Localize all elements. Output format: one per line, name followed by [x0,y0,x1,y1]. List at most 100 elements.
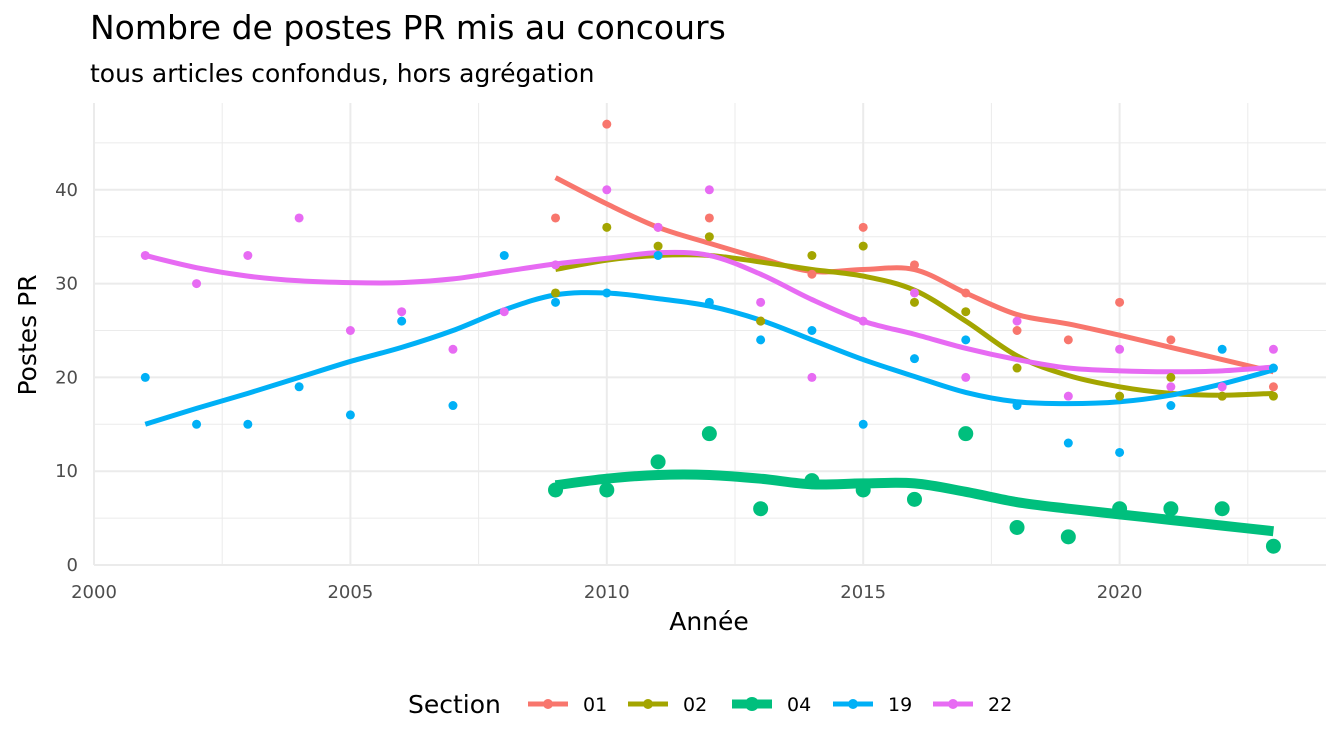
y-axis-title: Postes PR [13,274,42,395]
series-line-22 [144,249,1274,375]
series-point-02 [1166,372,1176,382]
legend-key-point-01 [543,699,553,709]
chart-subtitle: tous articles confondus, hors agrégation [90,59,595,88]
x-axis-title: Année [669,607,749,636]
series-point-19 [807,326,817,335]
series-point-02 [909,297,919,307]
series-point-04 [1163,501,1179,517]
series-point-01 [1268,382,1278,392]
series-point-22 [140,250,150,260]
series-point-04 [1060,529,1076,545]
series-point-04 [753,501,769,517]
series-point-02 [551,288,561,298]
legend-key-point-19 [848,699,858,709]
series-point-22 [704,185,714,195]
series-point-19 [192,419,202,429]
series-point-22 [551,260,561,270]
series-point-19 [1012,401,1022,411]
y-tick-label: 40 [55,180,78,201]
series-point-22 [602,185,612,195]
series-point-19 [653,250,663,260]
series-point-19 [1115,447,1125,457]
series-point-22 [1012,316,1022,326]
series-point-02 [807,250,817,260]
series-point-01 [1115,297,1125,307]
y-tick-label: 10 [55,461,78,482]
series-point-04 [1009,519,1025,535]
series-point-04 [906,491,922,507]
x-tick-label: 2015 [840,582,886,603]
x-axis-ticks: 2000 2005 2010 2015 2020 [71,582,1142,603]
series-point-19 [909,354,919,364]
y-tick-label: 30 [55,274,78,295]
series-point-19 [1217,344,1227,354]
series-point-22 [961,372,971,382]
x-tick-label: 2000 [71,582,117,603]
series-line-19 [144,290,1275,427]
series-point-04 [599,482,615,498]
x-tick-label: 2005 [327,582,373,603]
legend-key-point-04 [745,697,759,711]
legend-key-point-22 [948,699,958,709]
series-point-04 [958,426,974,442]
legend-label-19: 19 [888,694,912,716]
series-point-19 [1063,438,1073,448]
series-point-22 [397,307,407,317]
series-point-04 [804,473,820,489]
x-tick-label: 2010 [584,582,630,603]
series-point-01 [1166,335,1176,345]
series-point-01 [909,260,919,270]
y-axis-ticks: 0 10 20 30 40 [55,180,78,576]
legend-key-point-02 [643,699,653,709]
series-point-04 [1265,538,1281,554]
series-point-01 [961,288,971,298]
series-point-22 [345,326,355,335]
series-point-01 [1012,326,1022,335]
series-point-22 [243,250,253,260]
series-point-02 [653,241,663,251]
series-point-22 [909,288,919,298]
legend-label-22: 22 [988,694,1012,716]
series-point-19 [961,335,971,345]
series-point-19 [243,419,253,429]
series-point-22 [499,307,509,317]
series-point-22 [448,344,458,354]
series-point-04 [1112,501,1128,517]
series-point-01 [551,213,561,223]
series-point-19 [499,250,509,260]
series-point-22 [1063,391,1073,401]
legend-label-04: 04 [787,694,811,716]
chart-title: Nombre de postes PR mis au concours [90,8,726,47]
series-point-02 [961,307,971,317]
series-point-19 [140,372,150,382]
series-point-04 [701,426,717,442]
data-points [140,119,1281,554]
y-tick-label: 0 [67,555,78,576]
series-point-22 [192,279,202,289]
series-point-22 [1115,344,1125,354]
series-point-19 [448,401,458,411]
series-point-22 [807,372,817,382]
series-point-04 [650,454,666,470]
series-point-22 [294,213,304,223]
series-line-04 [554,469,1274,537]
legend: Section 01 02 04 19 22 [408,690,1012,719]
series-point-19 [858,419,868,429]
series-point-19 [551,297,561,307]
series-point-02 [1217,391,1227,401]
series-point-19 [704,297,714,307]
series-point-19 [294,382,304,392]
series-point-02 [1115,391,1125,401]
series-point-02 [602,222,612,232]
series-line-01 [554,175,1275,375]
series-point-22 [756,297,766,307]
x-tick-label: 2020 [1097,582,1143,603]
legend-label-02: 02 [683,694,707,716]
series-point-19 [345,410,355,420]
series-point-04 [548,482,564,498]
series-point-02 [1012,363,1022,373]
series-point-22 [1217,382,1227,392]
series-point-02 [756,316,766,326]
series-point-19 [756,335,766,345]
